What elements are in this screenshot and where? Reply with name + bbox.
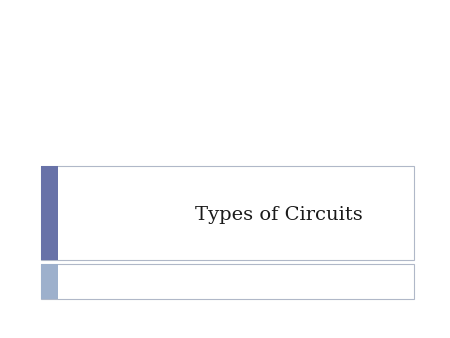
Bar (40, 264, 414, 299)
Text: Types of Circuits: Types of Circuits (195, 206, 363, 224)
Bar (40, 166, 414, 260)
Bar (40, 264, 58, 299)
Bar (40, 166, 58, 260)
